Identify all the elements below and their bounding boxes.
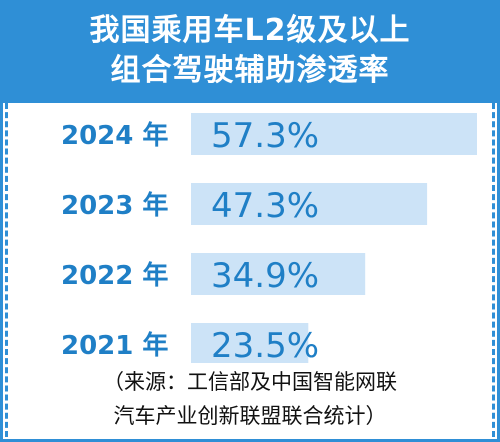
- source-note: （来源：工信部及中国智能网联 汽车产业创新联盟联合统计）: [3, 365, 497, 433]
- year-label: 2023 年: [61, 190, 168, 221]
- year-label: 2021 年: [61, 330, 168, 361]
- title-banner: 我国乘用车L2级及以上 组合驾驶辅助渗透率: [3, 3, 497, 103]
- source-line-1: （来源：工信部及中国智能网联: [103, 370, 397, 394]
- year-label: 2022 年: [61, 260, 168, 291]
- dashed-border-right: [492, 103, 495, 437]
- title-line-1: 我国乘用车L2级及以上: [89, 13, 411, 48]
- year-label: 2024 年: [61, 120, 168, 151]
- bar: [191, 323, 309, 363]
- bar: [191, 183, 428, 225]
- value-label: 57.3%: [211, 116, 319, 156]
- value-label: 23.5%: [211, 326, 319, 363]
- bar-chart: 2024 年 57.3% 2023 年 47.3% 2022 年 34.9% 2021 年 2…: [61, 113, 477, 363]
- value-label: 34.9%: [211, 256, 319, 296]
- bar: [191, 113, 477, 155]
- value-label: 47.3%: [211, 186, 319, 226]
- dashed-border-left: [5, 103, 8, 437]
- title-line-2: 组合驾驶辅助渗透率: [110, 53, 390, 88]
- bar: [191, 253, 366, 295]
- source-line-2: 汽车产业创新联盟联合统计）: [113, 404, 387, 428]
